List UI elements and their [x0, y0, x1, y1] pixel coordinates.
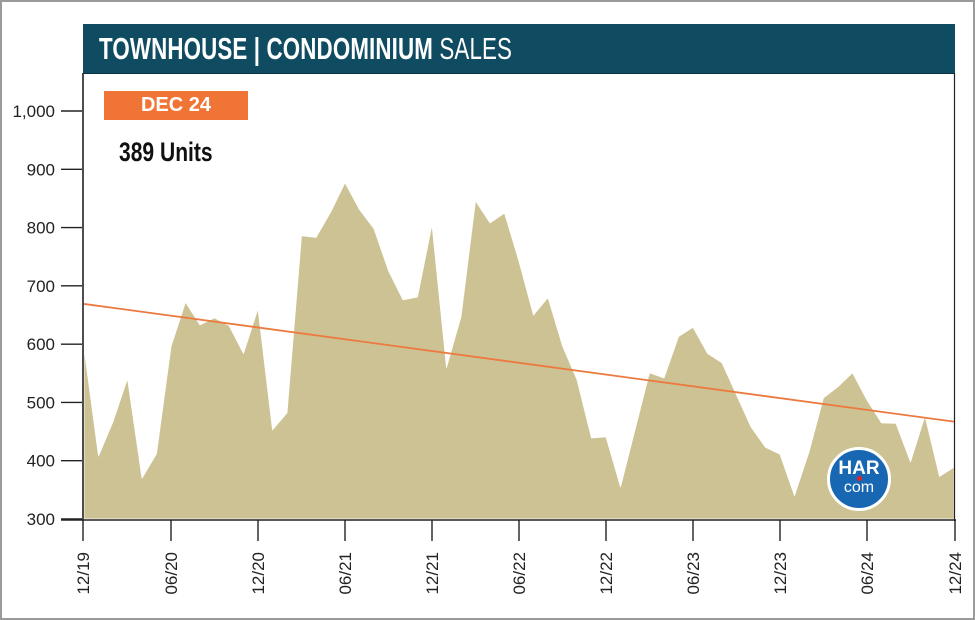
x-tick-label: 06/21: [336, 552, 355, 595]
har-logo-com-text: com: [843, 479, 875, 496]
y-tick-label: 400: [27, 452, 55, 471]
x-tick-label: 06/20: [162, 552, 181, 595]
sales-area: [83, 182, 955, 520]
x-tick-label: 12/24: [946, 552, 965, 595]
y-tick-label: 500: [27, 393, 55, 412]
y-tick-label: 300: [27, 510, 55, 529]
chart-title-regular: SALES: [439, 31, 513, 66]
x-tick-label: 06/24: [858, 552, 877, 595]
y-tick-label: 1,000: [12, 102, 55, 121]
x-tick-label: 12/23: [771, 552, 790, 595]
y-tick-label: 800: [27, 219, 55, 238]
x-axis-ticks: 12/19 06/20 12/20 06/21 12/21 06/22 12/22 06/23…: [74, 520, 965, 595]
chart-title-bold: TOWNHOUSE | CONDOMINIUM: [99, 31, 434, 66]
har-logo-text: HAR: [838, 458, 880, 479]
trend-line: [83, 303, 955, 423]
period-badge: DEC 24: [104, 91, 248, 120]
x-tick-label: 06/22: [510, 552, 529, 595]
axis-layer: [61, 73, 956, 521]
x-tick-label: 12/20: [249, 552, 268, 595]
y-tick-label: 900: [27, 160, 55, 179]
har-logo: HAR com: [827, 447, 891, 511]
area-layer: [83, 182, 955, 520]
chart-title: TOWNHOUSE | CONDOMINIUM SALES: [99, 30, 512, 68]
x-tick-label: 12/19: [74, 552, 93, 595]
x-tick-label: 06/23: [684, 552, 703, 595]
y-tick-label: 700: [27, 277, 55, 296]
x-tick-label: 12/22: [597, 552, 616, 595]
x-tick-label: 12/21: [423, 552, 442, 595]
chart-title-bar: TOWNHOUSE | CONDOMINIUM SALES: [83, 24, 955, 74]
current-units-label: 389 Units: [119, 137, 213, 167]
y-axis-ticks: 300 400 500 600 700 800 900 1,000: [12, 102, 82, 529]
trend-layer: [83, 303, 955, 423]
har-logo-dot-icon: [857, 476, 862, 481]
y-tick-label: 600: [27, 335, 55, 354]
